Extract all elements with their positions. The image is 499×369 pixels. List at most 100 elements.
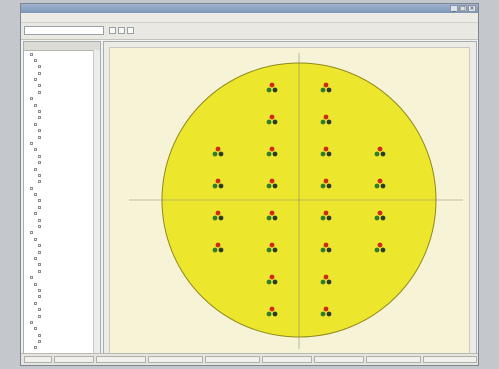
tree-node-icon[interactable] [38, 295, 41, 299]
tree-node-icon[interactable] [38, 308, 41, 312]
tree-node-icon[interactable] [34, 346, 37, 350]
tree-node-icon[interactable] [38, 218, 41, 222]
tree-node-icon[interactable] [30, 231, 33, 235]
tree-node-icon[interactable] [38, 269, 41, 273]
tree-node-icon[interactable] [34, 237, 37, 241]
tree-item[interactable] [24, 256, 100, 262]
plot-scrollbar[interactable] [469, 47, 476, 353]
tree-node-icon[interactable] [34, 282, 37, 286]
tree-item[interactable] [24, 204, 100, 210]
tree-item[interactable] [24, 211, 100, 217]
die-marker-icon[interactable] [212, 210, 224, 221]
tree-node-icon[interactable] [34, 193, 37, 197]
die-marker-icon[interactable] [320, 146, 332, 157]
tree-item[interactable] [24, 268, 100, 274]
tree-item[interactable] [24, 96, 100, 102]
die-marker-icon[interactable] [266, 274, 278, 285]
tree-node-icon[interactable] [38, 84, 41, 88]
die-marker-icon[interactable] [320, 242, 332, 253]
tree-node-icon[interactable] [30, 141, 33, 145]
tree-item[interactable] [24, 102, 100, 108]
tree-node-icon[interactable] [38, 263, 41, 267]
die-marker-icon[interactable] [374, 210, 386, 221]
tree-node-icon[interactable] [34, 301, 37, 305]
tree-node-icon[interactable] [30, 186, 33, 190]
tree-item[interactable] [24, 230, 100, 236]
tree-node-icon[interactable] [38, 173, 41, 177]
tree-item[interactable] [24, 115, 100, 121]
tree-node-icon[interactable] [38, 110, 41, 114]
tree-item[interactable] [24, 339, 100, 345]
tree-item[interactable] [24, 198, 100, 204]
tree-node-icon[interactable] [34, 148, 37, 152]
tree-item[interactable] [24, 275, 100, 281]
maximize-icon[interactable]: □ [459, 5, 467, 12]
tree-node-icon[interactable] [38, 288, 41, 292]
tree-item[interactable] [24, 313, 100, 319]
tree-node-icon[interactable] [34, 103, 37, 107]
tree-item[interactable] [24, 332, 100, 338]
tree-item[interactable] [24, 147, 100, 153]
tree-item[interactable] [24, 185, 100, 191]
die-marker-icon[interactable] [212, 178, 224, 189]
die-marker-icon[interactable] [266, 210, 278, 221]
tree-item[interactable] [24, 294, 100, 300]
tree-item[interactable] [24, 70, 100, 76]
tree-item[interactable] [24, 262, 100, 268]
minimize-icon[interactable]: _ [450, 5, 458, 12]
tree-item[interactable] [24, 236, 100, 242]
tree-item[interactable] [24, 326, 100, 332]
tree-item[interactable] [24, 217, 100, 223]
tree-node-icon[interactable] [38, 154, 41, 158]
tree-node-icon[interactable] [38, 333, 41, 337]
tree-node-icon[interactable] [30, 320, 33, 324]
die-marker-icon[interactable] [374, 146, 386, 157]
tree-node-icon[interactable] [38, 71, 41, 75]
tree-item[interactable] [24, 243, 100, 249]
die-marker-icon[interactable] [266, 114, 278, 125]
tree-item[interactable] [24, 83, 100, 89]
die-marker-icon[interactable] [320, 274, 332, 285]
tree-item[interactable] [24, 345, 100, 351]
view-selector[interactable] [24, 26, 104, 35]
tree-node-icon[interactable] [34, 122, 37, 126]
tree-item[interactable] [24, 128, 100, 134]
tree-node-icon[interactable] [30, 276, 33, 280]
die-marker-icon[interactable] [320, 306, 332, 317]
tree-node-icon[interactable] [38, 244, 41, 248]
tree-node-icon[interactable] [38, 116, 41, 120]
tree-node-icon[interactable] [38, 205, 41, 209]
die-marker-icon[interactable] [374, 178, 386, 189]
die-marker-icon[interactable] [212, 242, 224, 253]
tree-node-icon[interactable] [38, 65, 41, 69]
tree-node-icon[interactable] [38, 135, 41, 139]
tree-item[interactable] [24, 160, 100, 166]
tree-item[interactable] [24, 134, 100, 140]
close-icon[interactable]: × [468, 5, 476, 12]
tree-node-icon[interactable] [34, 327, 37, 331]
tree-item[interactable] [24, 51, 100, 57]
die-marker-icon[interactable] [320, 210, 332, 221]
die-marker-icon[interactable] [266, 306, 278, 317]
tree-item[interactable] [24, 64, 100, 70]
tree-node-icon[interactable] [38, 129, 41, 133]
tree-item[interactable] [24, 89, 100, 95]
tree-node-icon[interactable] [34, 58, 37, 62]
die-marker-icon[interactable] [266, 82, 278, 93]
tree-node-icon[interactable] [30, 97, 33, 101]
tree-node-icon[interactable] [38, 90, 41, 94]
toolbar-tool-icon[interactable] [109, 27, 116, 34]
tree-item[interactable] [24, 121, 100, 127]
die-marker-icon[interactable] [320, 114, 332, 125]
die-marker-icon[interactable] [374, 242, 386, 253]
die-marker-icon[interactable] [266, 178, 278, 189]
tree-item[interactable] [24, 300, 100, 306]
die-marker-icon[interactable] [320, 178, 332, 189]
tree-node-icon[interactable] [34, 257, 37, 260]
die-marker-icon[interactable] [266, 146, 278, 157]
tree-item[interactable] [24, 287, 100, 293]
toolbar-tool-icon[interactable] [127, 27, 134, 34]
tree-node-icon[interactable] [38, 225, 41, 229]
tree-item[interactable] [24, 249, 100, 255]
tree-item[interactable] [24, 307, 100, 313]
